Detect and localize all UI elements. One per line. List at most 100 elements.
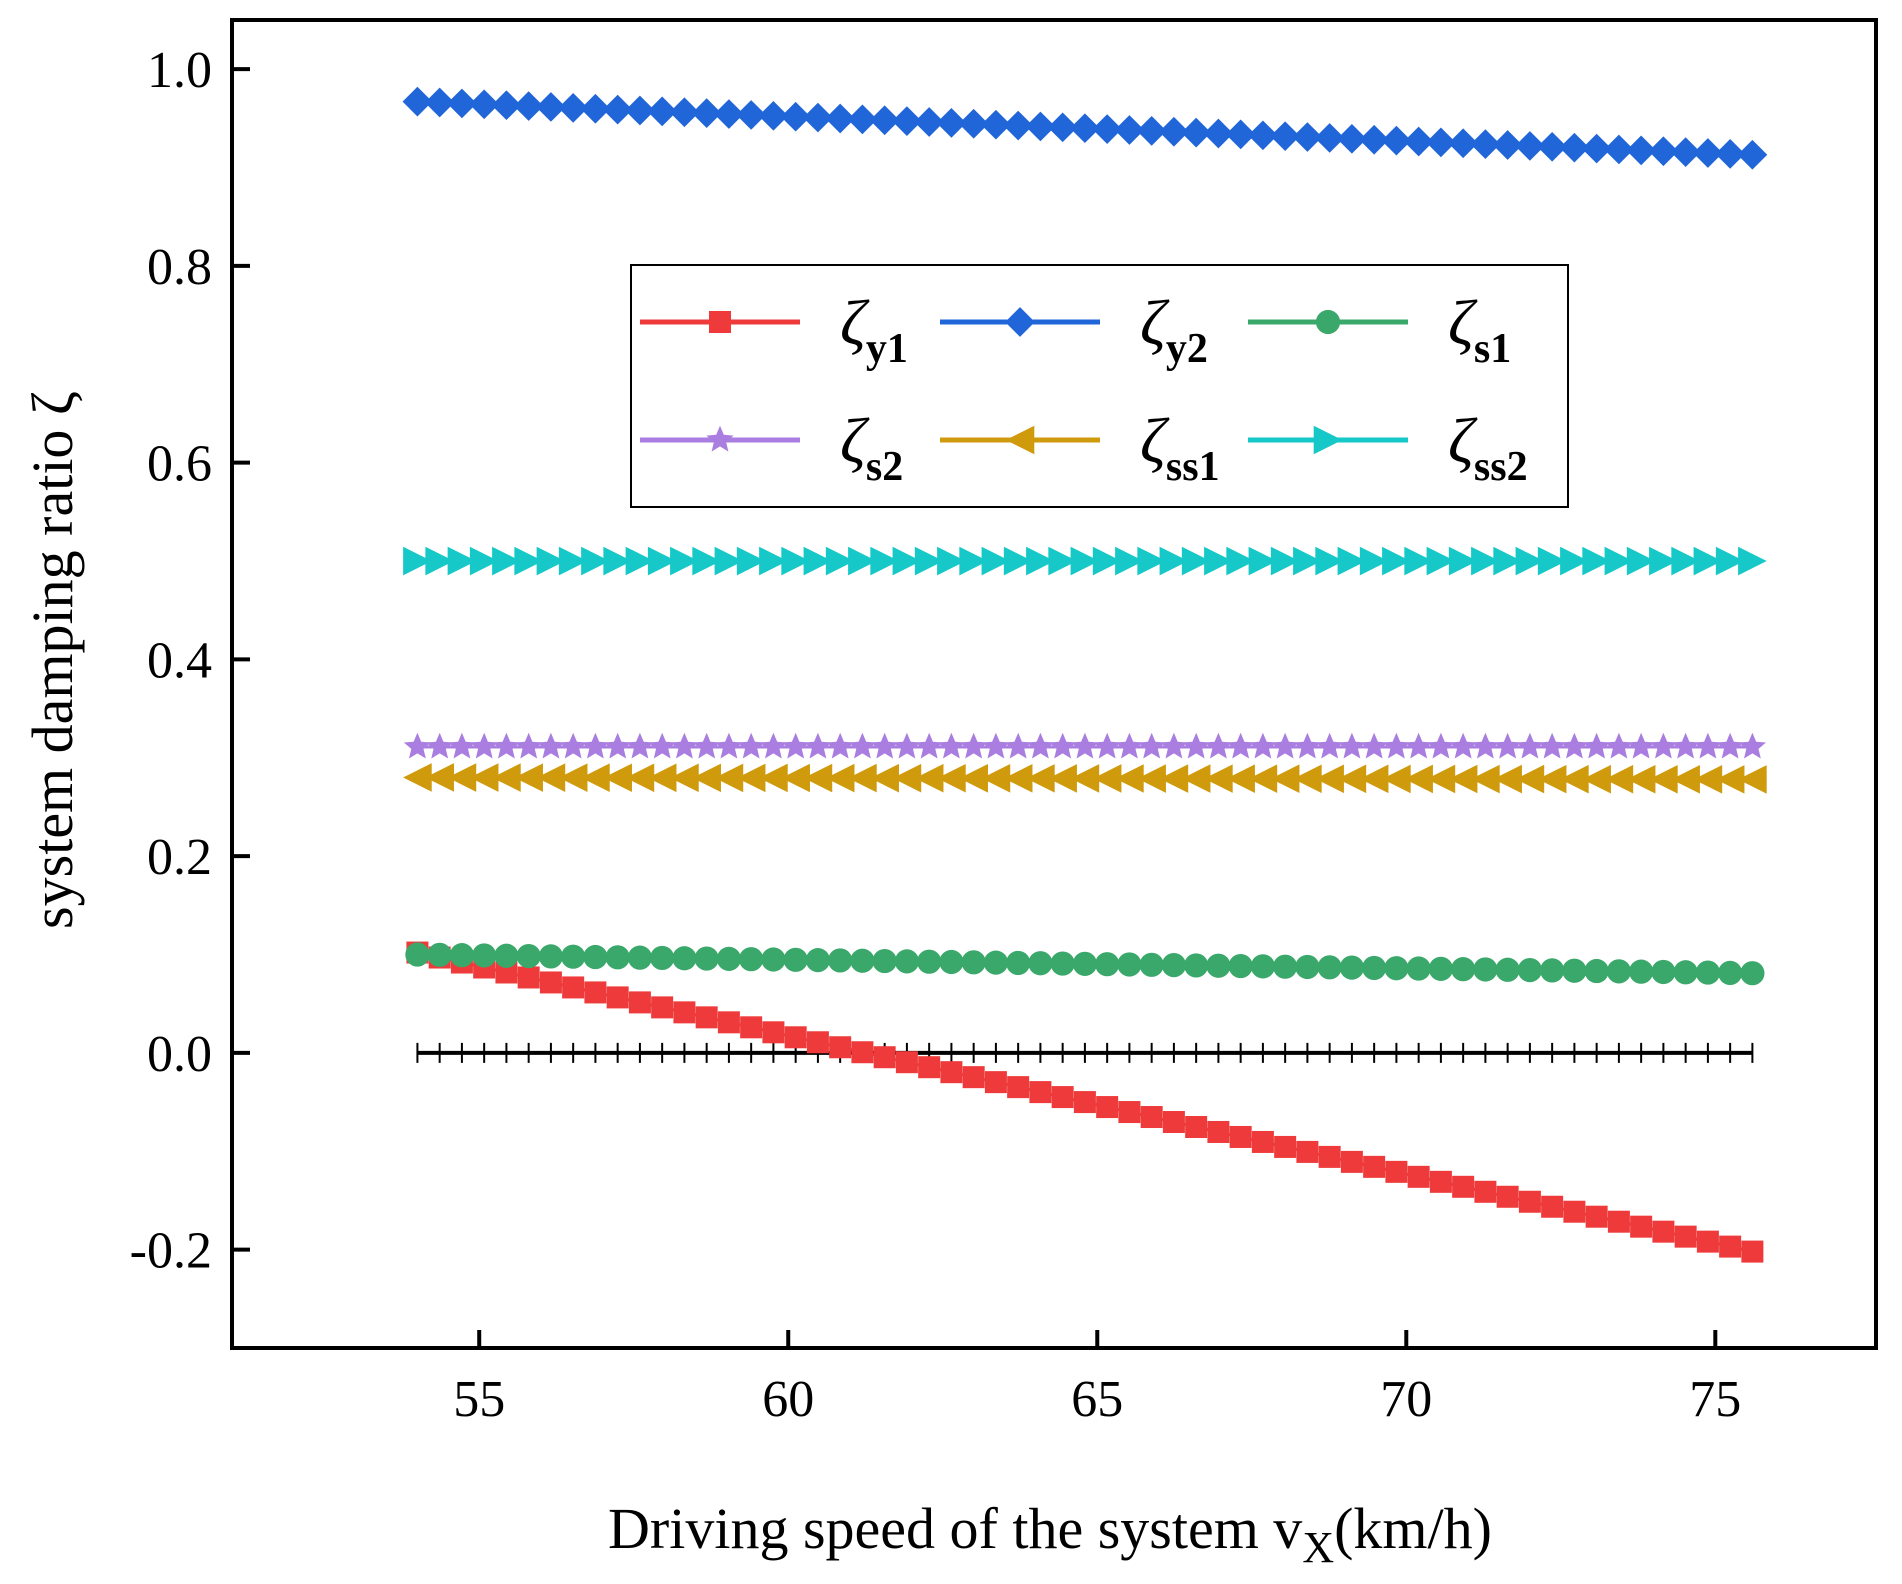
x-axis-title-subscript: X [1302,1523,1334,1572]
data-point-y2 [803,102,833,133]
data-point-s1 [739,947,764,972]
data-point-s1 [917,949,942,974]
data-point-y1 [1474,1180,1497,1203]
data-point-y2 [647,96,678,127]
data-point-y1 [851,1041,874,1064]
data-point-ss1 [981,764,1011,793]
data-point-y1 [940,1061,963,1084]
legend-entry-s1: ζs1 [1248,287,1511,372]
data-point-s1 [761,947,786,972]
data-point-y2 [1292,122,1323,152]
data-point-s1 [1584,958,1609,984]
data-point-s2 [915,732,943,759]
data-point-y1 [1363,1155,1386,1178]
legend-label-y2: ζy2 [1140,287,1208,372]
data-point-s2 [1293,732,1321,759]
data-point-ss2 [1626,546,1656,576]
data-point-ss1 [937,763,966,793]
data-point-ss1 [714,763,744,793]
data-point-ss1 [1026,764,1055,793]
data-point-s1 [694,946,719,971]
data-point-y1 [895,1051,918,1074]
data-point-s1 [1295,954,1320,980]
data-point-y2 [513,91,544,121]
data-point-ss1 [1582,764,1611,794]
data-point-ss1 [803,763,833,793]
legend-label-ss1: ζss1 [1140,405,1220,490]
data-point-s2 [604,732,632,759]
data-point-ss1 [1537,764,1567,794]
data-point-y2 [1136,116,1167,146]
data-point-y2 [1181,117,1212,148]
data-point-s1 [1072,951,1098,976]
data-point-y1 [1073,1091,1096,1114]
data-point-y1 [1029,1081,1052,1104]
data-point-y2 [1715,139,1745,169]
data-point-y2 [1626,135,1656,166]
data-point-y1 [1741,1240,1764,1263]
data-point-y2 [1359,124,1389,155]
data-point-ss2 [1137,546,1166,576]
x-axis-title-suffix: (km/h) [1334,1496,1492,1561]
data-point-y2 [602,94,633,125]
data-point-ss1 [581,763,610,793]
data-point-s1 [1339,955,1364,980]
data-point-s2 [759,732,787,759]
data-point-y1 [1274,1135,1297,1158]
data-point-y2 [580,93,611,124]
data-point-y2 [1559,132,1590,163]
data-point-s2 [1360,732,1388,759]
data-point-ss2 [1270,546,1300,576]
data-point-s1 [472,943,497,968]
data-point-y1 [1630,1215,1653,1238]
data-point-ss2 [1515,546,1545,576]
data-point-s1 [783,947,808,972]
data-point-ss2 [870,546,899,576]
data-point-s1 [805,948,831,973]
series-ss2 [403,546,1767,576]
data-point-y2 [981,109,1011,140]
legend-label-y1: ζy1 [840,287,908,372]
zero-line-layer [416,1042,1754,1063]
data-point-s2 [470,732,498,759]
data-point-y1 [762,1021,785,1044]
y-tick-label: 1.0 [147,42,212,99]
data-point-s1 [1629,959,1654,984]
data-point-y2 [536,92,566,122]
data-point-s1 [1562,958,1587,983]
data-point-s1 [1228,953,1253,979]
data-point-s2 [670,732,698,759]
data-point-ss1 [1115,764,1144,793]
data-point-ss2 [914,546,944,576]
data-point-s2 [1694,732,1722,759]
data-point-s2 [715,732,743,759]
data-point-ss1 [1359,764,1389,794]
data-point-ss2 [714,546,744,576]
legend-marker-ss2 [1313,425,1343,455]
data-point-y2 [825,103,856,134]
legend-entry-y2: ζy2 [940,287,1208,372]
data-point-y2 [1581,133,1612,164]
data-point-s2 [848,732,876,759]
x-tick-label: 75 [1689,1371,1741,1428]
series-s2 [403,732,1766,759]
data-point-y1 [1051,1086,1074,1109]
data-point-s2 [1049,732,1077,759]
data-point-ss1 [1382,764,1411,794]
data-point-y2 [847,104,878,135]
data-point-ss2 [536,546,566,576]
data-point-s2 [1382,732,1410,759]
data-point-ss2 [1315,546,1344,576]
data-point-s2 [826,732,854,759]
data-point-y1 [628,991,651,1014]
data-point-ss2 [692,546,721,576]
data-point-s1 [1184,953,1209,978]
data-point-ss1 [425,763,454,792]
data-point-ss1 [514,763,543,792]
data-point-ss2 [603,546,632,576]
data-point-y1 [806,1031,829,1054]
data-point-ss2 [1715,546,1745,576]
data-point-s1 [716,946,742,971]
legend-marker-y2 [1005,307,1035,337]
